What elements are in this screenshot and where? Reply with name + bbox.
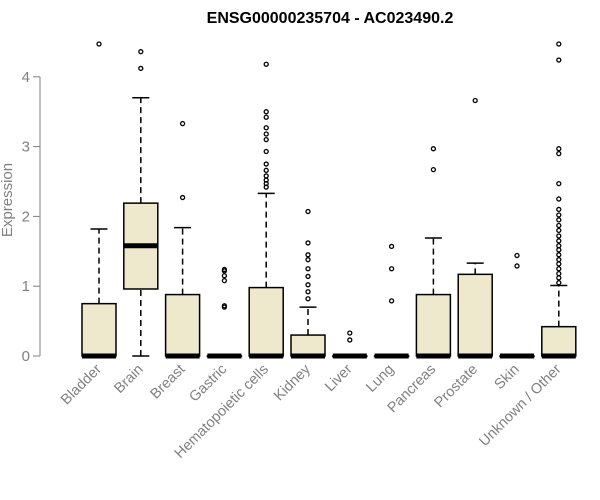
outlier-point (263, 177, 269, 183)
outlier-point (556, 261, 562, 267)
outlier-point (96, 41, 102, 47)
outlier-point (305, 208, 311, 215)
outlier-point (263, 167, 269, 173)
x-tick-label: Lung (363, 362, 397, 396)
box-gastric (206, 266, 243, 359)
outlier-point (388, 266, 395, 272)
outlier-point (472, 97, 478, 104)
y-axis-label: Expression (0, 163, 16, 237)
outlier-point (556, 270, 562, 277)
box (541, 325, 577, 357)
outlier-point (138, 49, 144, 55)
box (164, 293, 201, 357)
outlier-point (514, 263, 520, 269)
box-series (81, 41, 577, 359)
outlier-point (556, 217, 562, 223)
outlier-point (221, 303, 228, 309)
outlier-point (556, 222, 562, 229)
outlier-point (305, 289, 311, 295)
outlier-point (556, 150, 562, 157)
outlier-point (556, 196, 562, 202)
outlier-point (263, 125, 269, 131)
box-kidney (290, 208, 326, 359)
outlier-point (221, 273, 228, 279)
outlier-point (556, 212, 562, 218)
box-prostate (457, 97, 493, 359)
outlier-point (263, 109, 269, 115)
outlier-point (514, 252, 520, 259)
outlier-point (556, 206, 562, 213)
outlier-point (556, 257, 562, 263)
y-tick-label: 1 (22, 278, 30, 295)
outlier-point (556, 243, 562, 249)
box (290, 334, 326, 357)
box-lung (373, 243, 410, 359)
outlier-point (263, 148, 269, 155)
outlier-point (556, 238, 562, 244)
outlier-point (263, 114, 269, 120)
box-pancreas (415, 146, 452, 359)
outlier-point (305, 266, 311, 272)
outlier-point (556, 57, 562, 63)
box-hematopoietic-cells (248, 61, 284, 359)
outlier-point (556, 275, 562, 281)
box-liver (332, 330, 368, 359)
box-breast (164, 120, 201, 359)
y-tick-label: 0 (22, 348, 30, 365)
outlier-point (305, 282, 311, 288)
outlier-point (556, 252, 562, 258)
chart-title: ENSG00000235704 - AC023490.2 (207, 10, 454, 27)
outlier-point (305, 257, 311, 263)
box (415, 293, 452, 357)
outlier-point (388, 243, 395, 250)
outlier-point (221, 277, 228, 284)
outlier-point (556, 266, 562, 272)
outlier-point (556, 247, 562, 253)
x-tick-label: Skin (492, 362, 523, 393)
outlier-point (556, 227, 562, 234)
y-axis: 0 1 2 3 4 (22, 69, 41, 365)
y-tick-label: 4 (22, 69, 30, 86)
outlier-point (556, 146, 562, 152)
outlier-point (138, 65, 144, 72)
outlier-point (263, 173, 269, 179)
outlier-point (221, 266, 228, 273)
outlier-point (263, 61, 269, 67)
outlier-point (263, 161, 269, 167)
box (457, 273, 493, 357)
outlier-point (179, 120, 186, 127)
outlier-point (305, 252, 311, 258)
outlier-point (430, 166, 437, 173)
x-tick-label: Bladder (58, 361, 105, 408)
box-brain (123, 49, 159, 357)
outlier-point (556, 280, 562, 286)
x-tick-label: Breast (147, 362, 188, 403)
box-unknown-other (541, 41, 577, 359)
outlier-point (430, 146, 437, 152)
outlier-point (556, 41, 562, 47)
x-tick-label: Liver (322, 361, 356, 395)
x-tick-label: Kidney (271, 361, 314, 404)
y-tick-label: 2 (22, 208, 30, 225)
y-tick-label: 3 (22, 139, 30, 156)
box-skin (499, 252, 535, 359)
outlier-point (556, 233, 562, 239)
outlier-point (347, 337, 353, 343)
x-tick-label: Brain (111, 362, 146, 397)
outlier-point (179, 194, 186, 201)
outlier-point (263, 131, 269, 137)
outlier-point (305, 240, 311, 246)
x-tick-label: Prostate (432, 362, 481, 411)
outlier-point (305, 296, 311, 302)
outlier-point (388, 298, 395, 304)
outlier-point (556, 180, 562, 187)
outlier-point (263, 136, 269, 143)
box (248, 286, 284, 357)
outlier-point (305, 273, 311, 280)
box (81, 302, 117, 357)
outlier-point (347, 330, 353, 336)
box-bladder (81, 41, 117, 359)
